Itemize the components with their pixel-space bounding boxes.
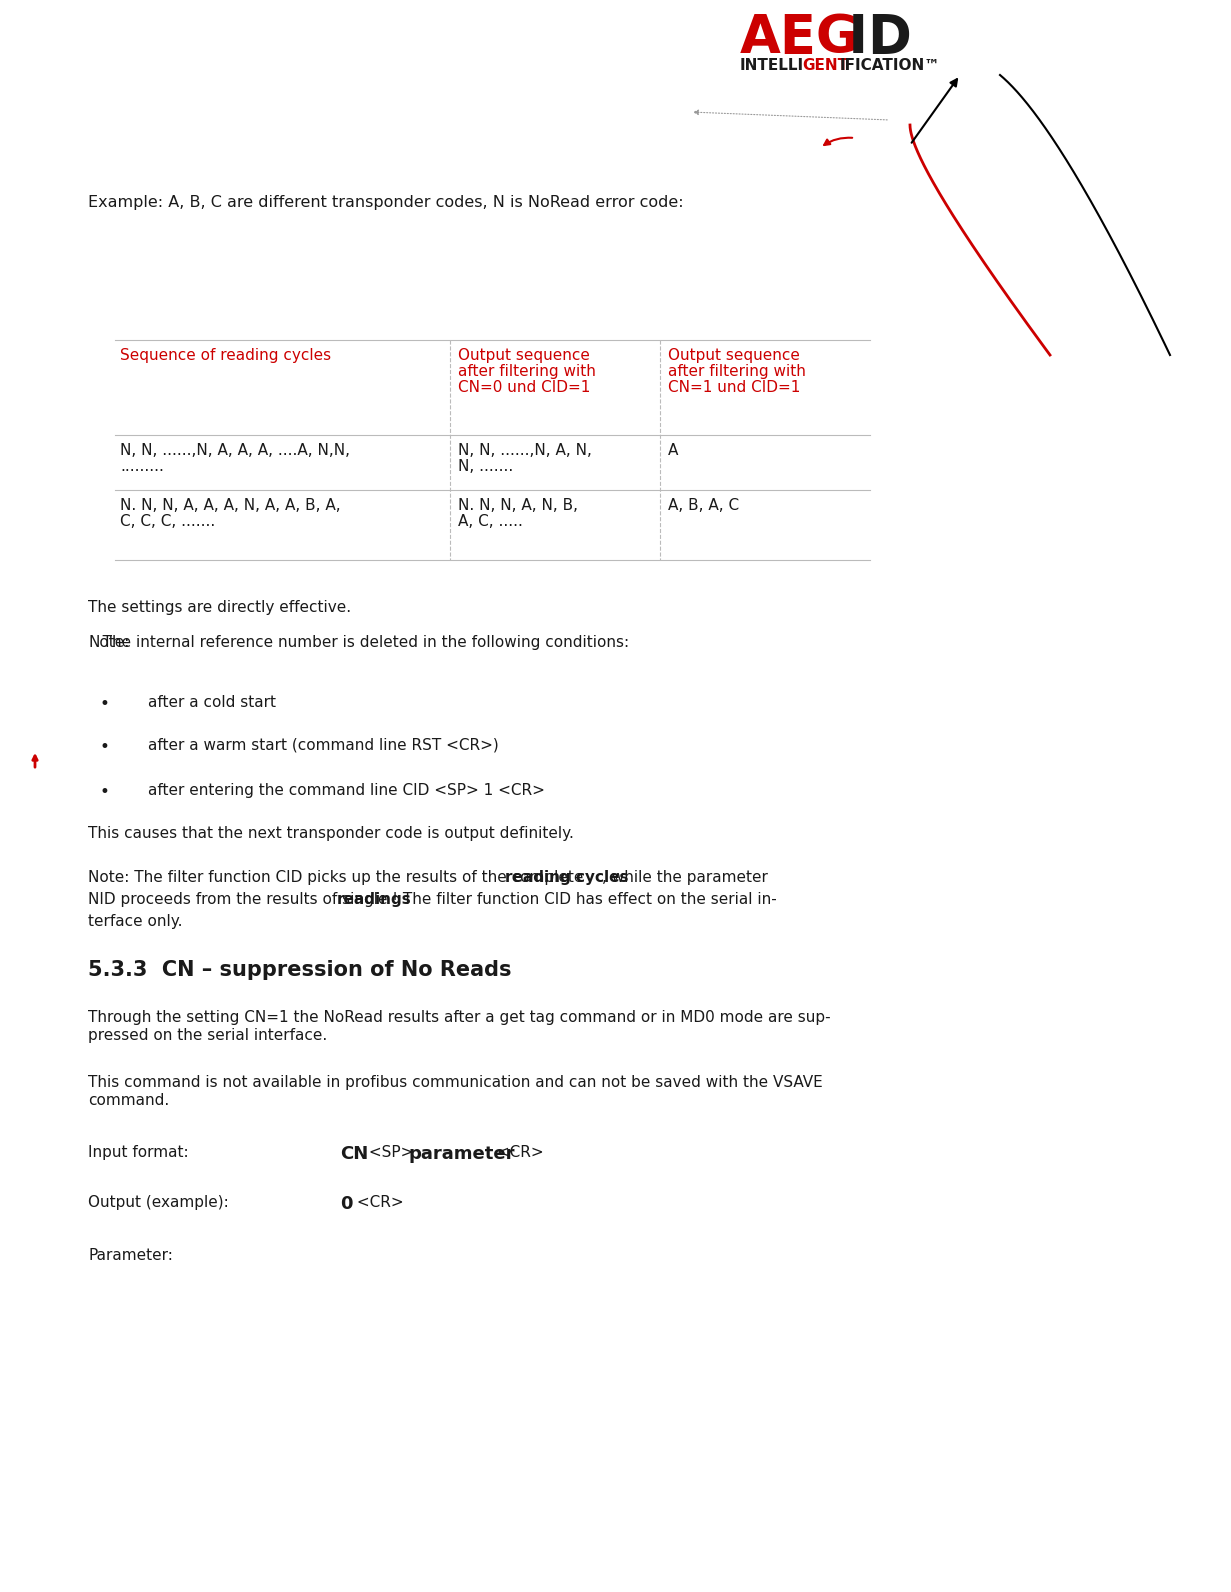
Text: readings: readings [337,892,411,907]
Text: INTELLI: INTELLI [740,57,804,73]
Text: <CR>: <CR> [492,1145,544,1161]
Text: reading cycles: reading cycles [505,869,628,885]
Text: 5.3.3  CN – suppression of No Reads: 5.3.3 CN – suppression of No Reads [87,960,512,981]
Text: Note: The filter function CID picks up the results of the complete: Note: The filter function CID picks up t… [87,869,588,885]
Text: CN: CN [340,1145,368,1164]
Text: N, .......: N, ....... [458,458,513,474]
Text: Output sequence: Output sequence [458,349,590,363]
Text: Output (example):: Output (example): [87,1196,229,1210]
Text: after a cold start: after a cold start [148,696,276,710]
Text: parameter: parameter [407,1145,515,1164]
Text: ! The filter function CID has effect on the serial in-: ! The filter function CID has effect on … [393,892,777,907]
Text: command.: command. [87,1094,169,1108]
Text: after entering the command line CID <SP> 1 <CR>: after entering the command line CID <SP>… [148,783,545,798]
Text: N. N, N, A, N, B,: N. N, N, A, N, B, [458,498,579,513]
Text: ID: ID [830,13,912,64]
Text: N, N, ......,N, A, N,: N, N, ......,N, A, N, [458,443,592,458]
Text: N. N, N, A, A, A, N, A, A, B, A,: N. N, N, A, A, A, N, A, A, B, A, [119,498,341,513]
Text: Through the setting CN=1 the NoRead results after a get tag command or in MD0 mo: Through the setting CN=1 the NoRead resu… [87,1009,831,1025]
Text: 0: 0 [340,1196,352,1213]
Text: Parameter:: Parameter: [87,1248,172,1262]
Text: •: • [100,696,110,713]
Text: N, N, ......,N, A, A, A, ....A, N,N,: N, N, ......,N, A, A, A, ....A, N,N, [119,443,350,458]
Text: IFICATION™: IFICATION™ [840,57,940,73]
Text: GENT: GENT [803,57,848,73]
Text: after filtering with: after filtering with [458,365,596,379]
Text: The internal reference number is deleted in the following conditions:: The internal reference number is deleted… [87,635,629,650]
Text: after a warm start (command line RST <CR>): after a warm start (command line RST <CR… [148,739,499,753]
Text: Example: A, B, C are different transponder codes, N is NoRead error code:: Example: A, B, C are different transpond… [87,194,683,210]
Text: <SP>: <SP> [364,1145,419,1161]
Text: A, B, A, C: A, B, A, C [668,498,739,513]
Text: •: • [100,783,110,801]
Text: after filtering with: after filtering with [668,365,806,379]
Text: Output sequence: Output sequence [668,349,800,363]
Text: This command is not available in profibus communication and can not be saved wit: This command is not available in profibu… [87,1075,822,1091]
Text: C, C, C, .......: C, C, C, ....... [119,514,215,529]
Text: AEG: AEG [740,13,860,64]
Text: A, C, .....: A, C, ..... [458,514,523,529]
Text: A: A [668,443,678,458]
Text: Sequence of reading cycles: Sequence of reading cycles [119,349,331,363]
Text: CN=1 und CID=1: CN=1 und CID=1 [668,380,800,395]
Text: The settings are directly effective.: The settings are directly effective. [87,600,351,615]
Text: CN=0 und CID=1: CN=0 und CID=1 [458,380,591,395]
Text: Note:: Note: [87,635,129,650]
Text: <CR>: <CR> [352,1196,404,1210]
Text: , while the parameter: , while the parameter [602,869,768,885]
Text: .........: ......... [119,458,164,474]
Text: pressed on the serial interface.: pressed on the serial interface. [87,1028,327,1043]
Text: terface only.: terface only. [87,914,182,930]
Text: This causes that the next transponder code is output definitely.: This causes that the next transponder co… [87,826,574,841]
Text: •: • [100,739,110,756]
Text: Input format:: Input format: [87,1145,188,1161]
Text: NID proceeds from the results of single: NID proceeds from the results of single [87,892,393,907]
